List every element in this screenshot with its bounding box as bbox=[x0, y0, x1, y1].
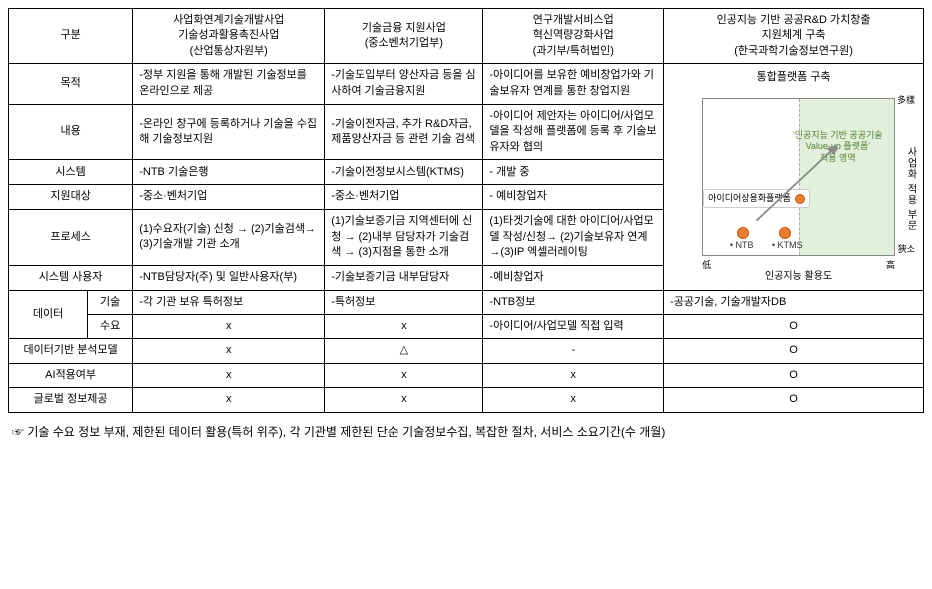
dot-ktms bbox=[779, 227, 791, 239]
row-data-group: 데이터 bbox=[9, 290, 88, 339]
row-process-c2: (1)기술보증기금 지역센터에 신청 → (2)내부 담당자가 기술검색 → (… bbox=[325, 209, 483, 265]
row-ai-c4: O bbox=[664, 363, 924, 387]
dot-icon bbox=[795, 194, 805, 204]
header-col3-l3: (과기부/특허법인) bbox=[533, 45, 614, 57]
row-model-c2: △ bbox=[325, 339, 483, 363]
row-datademand-c3: -아이디어/사업모델 직접 입력 bbox=[483, 314, 664, 338]
y-low: 狹소 bbox=[898, 243, 915, 256]
header-col2-l2: (중소벤처기업부) bbox=[365, 37, 443, 49]
header-col4-l1: 인공지능 기반 공공R&D 가치창출 bbox=[717, 14, 871, 26]
row-datatech-c3: -NTB정보 bbox=[483, 290, 664, 314]
header-col3-l1: 연구개발서비스업 bbox=[533, 14, 614, 26]
x-axis-label: 인공지능 활용도 bbox=[702, 270, 895, 284]
row-content-label: 내용 bbox=[9, 104, 133, 160]
row-model-c1: x bbox=[133, 339, 325, 363]
row-user-label: 시스템 사용자 bbox=[9, 265, 133, 290]
y-axis-label: 사업화 적용 부문 bbox=[903, 146, 917, 231]
row-datademand-sub: 수요 bbox=[88, 314, 133, 338]
footnote: ☞ 기술 수요 정보 부재, 제한된 데이터 활용(특허 위주), 각 기관별 … bbox=[8, 423, 924, 442]
row-user-c2: -기술보증기금 내부담당자 bbox=[325, 265, 483, 290]
header-col4-l3: (한국과학기술정보연구원) bbox=[734, 45, 853, 57]
row-purpose-label: 목적 bbox=[9, 64, 133, 104]
chart-cell: 통합플랫폼 구축 '인공지능 기반 공공기술 Value-up 플랫폼' 적용 … bbox=[664, 64, 924, 290]
header-col3: 연구개발서비스업 혁신역량강화사업 (과기부/특허법인) bbox=[483, 9, 664, 64]
header-col4: 인공지능 기반 공공R&D 가치창출 지원체계 구축 (한국과학기술정보연구원) bbox=[664, 9, 924, 64]
row-content-c2: -기술이전자금, 추가 R&D자금, 제품양산자금 등 관련 기술 검색 bbox=[325, 104, 483, 160]
row-model-c3: - bbox=[483, 339, 664, 363]
row-purpose-c1: -정부 지원을 통해 개발된 기술정보를 온라인으로 제공 bbox=[133, 64, 325, 104]
row-ai-c3: x bbox=[483, 363, 664, 387]
row-datatech-c4: -공공기술, 기술개발자DB bbox=[664, 290, 924, 314]
header-category: 구분 bbox=[9, 9, 133, 64]
y-high: 多樣 bbox=[897, 94, 915, 107]
header-col1-l1: 사업화연계기술개발사업 bbox=[173, 14, 284, 26]
row-datatech-sub: 기술 bbox=[88, 290, 133, 314]
dot-ntb bbox=[737, 227, 749, 239]
row-content-c1: -온라인 창구에 등록하거나 기술을 수집해 기술정보지원 bbox=[133, 104, 325, 160]
row-user-c3: -예비창업자 bbox=[483, 265, 664, 290]
row-content-c3: -아이디어 제안자는 아이디어/사업모델을 작성해 플랫폼에 등록 후 기술보유… bbox=[483, 104, 664, 160]
row-datatech-c2: -특허정보 bbox=[325, 290, 483, 314]
row-model-label: 데이터기반 분석모델 bbox=[9, 339, 133, 363]
row-target-c2: -중소·벤처기업 bbox=[325, 185, 483, 210]
row-system-label: 시스템 bbox=[9, 160, 133, 185]
header-col1-l3: (산업통상자원부) bbox=[190, 45, 268, 57]
chart-title: 통합플랫폼 구축 bbox=[670, 70, 917, 85]
row-global-c3: x bbox=[483, 388, 664, 412]
row-ai-label: AI적용여부 bbox=[9, 363, 133, 387]
header-col4-l2: 지원체계 구축 bbox=[762, 29, 826, 41]
row-datademand-c1: x bbox=[133, 314, 325, 338]
row-datademand-c2: x bbox=[325, 314, 483, 338]
row-ai-c2: x bbox=[325, 363, 483, 387]
header-col3-l2: 혁신역량강화사업 bbox=[533, 29, 614, 41]
valueup-l2: Value-up 플랫폼' bbox=[806, 141, 870, 151]
row-target-label: 지원대상 bbox=[9, 185, 133, 210]
row-ai-c1: x bbox=[133, 363, 325, 387]
comparison-table: 구분 사업화연계기술개발사업 기술성과활용촉진사업 (산업통상자원부) 기술금융… bbox=[8, 8, 924, 413]
platform-box: 아이디어상용화플랫폼 bbox=[703, 189, 810, 208]
chart-shade bbox=[799, 99, 894, 255]
row-global-label: 글로벌 정보제공 bbox=[9, 388, 133, 412]
platform-label-text: 아이디어상용화플랫폼 bbox=[708, 193, 791, 203]
dot-ntb-label: • NTB bbox=[730, 239, 754, 252]
header-col1-l2: 기술성과활용촉진사업 bbox=[178, 29, 279, 41]
row-model-c4: O bbox=[664, 339, 924, 363]
row-process-c1: (1)수요자(기술) 신청 → (2)기술검색→ (3)기술개발 기관 소개 bbox=[133, 209, 325, 265]
row-global-c2: x bbox=[325, 388, 483, 412]
row-target-c1: -중소·벤처기업 bbox=[133, 185, 325, 210]
row-purpose-c3: -아이디어를 보유한 예비창업가와 기술보유자 연계를 통한 창업지원 bbox=[483, 64, 664, 104]
row-datademand-c4: O bbox=[664, 314, 924, 338]
chart-wrap: '인공지능 기반 공공기술 Value-up 플랫폼' 적용 영역 아이디어상용… bbox=[670, 94, 917, 284]
row-global-c4: O bbox=[664, 388, 924, 412]
chart-box: '인공지능 기반 공공기술 Value-up 플랫폼' 적용 영역 아이디어상용… bbox=[702, 98, 895, 256]
row-system-c3: - 개발 중 bbox=[483, 160, 664, 185]
row-purpose-c2: -기술도입부터 양산자금 등을 심사하여 기술금융지원 bbox=[325, 64, 483, 104]
header-col1: 사업화연계기술개발사업 기술성과활용촉진사업 (산업통상자원부) bbox=[133, 9, 325, 64]
row-target-c3: - 예비창업자 bbox=[483, 185, 664, 210]
header-col2: 기술금융 지원사업 (중소벤처기업부) bbox=[325, 9, 483, 64]
header-col2-l1: 기술금융 지원사업 bbox=[362, 22, 446, 34]
row-process-label: 프로세스 bbox=[9, 209, 133, 265]
row-system-c2: -기술이전정보시스템(KTMS) bbox=[325, 160, 483, 185]
row-system-c1: -NTB 기술은행 bbox=[133, 160, 325, 185]
valueup-label: '인공지능 기반 공공기술 Value-up 플랫폼' 적용 영역 bbox=[793, 130, 883, 165]
row-process-c3: (1)타겟기술에 대한 아이디어/사업모델 작성/신청→ (2)기술보유자 연계… bbox=[483, 209, 664, 265]
valueup-l1: '인공지능 기반 공공기술 bbox=[793, 130, 883, 140]
row-user-c1: -NTB담당자(주) 및 일반사용자(부) bbox=[133, 265, 325, 290]
row-global-c1: x bbox=[133, 388, 325, 412]
row-datatech-c1: -각 기관 보유 특허정보 bbox=[133, 290, 325, 314]
dot-ktms-label: • KTMS bbox=[772, 239, 803, 252]
valueup-l3: 적용 영역 bbox=[820, 153, 856, 163]
